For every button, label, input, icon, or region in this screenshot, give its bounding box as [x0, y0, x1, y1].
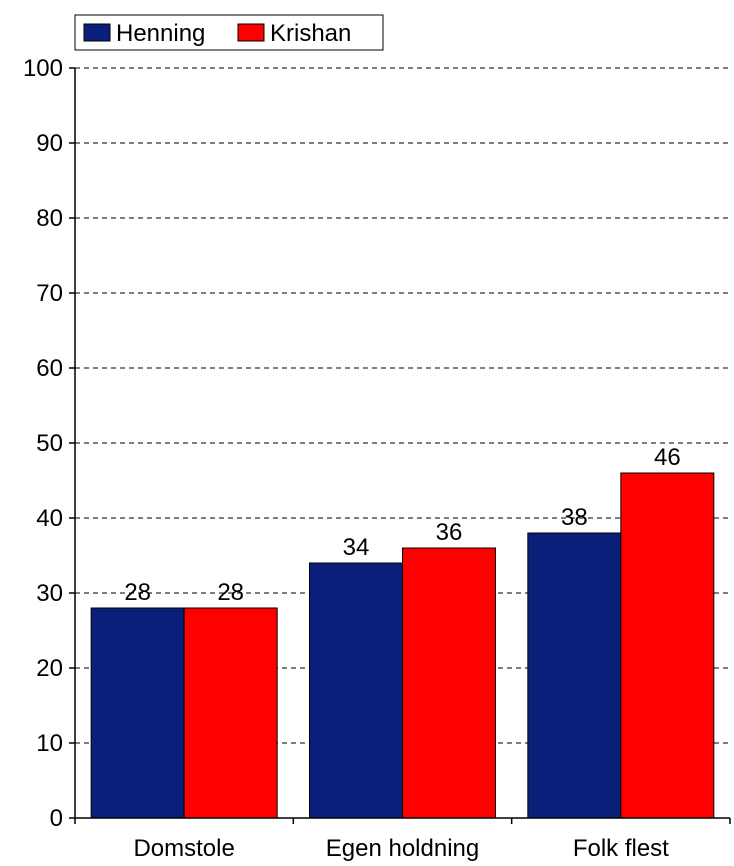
- y-tick-label-10: 10: [36, 730, 63, 757]
- x-category-labels: Domstole Egen holdning Folk flest: [133, 835, 669, 862]
- bar-henning-0: [90, 607, 185, 819]
- y-tick-labels: 0 10 20 30 40 50 60 70 80 90 100: [23, 55, 63, 832]
- x-category-label-2: Folk flest: [573, 835, 669, 862]
- y-tick-label-50: 50: [36, 430, 63, 457]
- bars: [90, 472, 715, 819]
- y-tick-label-40: 40: [36, 505, 63, 532]
- y-tick-label-90: 90: [36, 130, 63, 157]
- data-label-krishan-0: 28: [217, 579, 244, 606]
- x-category-label-1: Egen holdning: [326, 835, 479, 862]
- legend-entry-krishan: Krishan: [270, 20, 351, 47]
- data-label-henning-1: 34: [343, 534, 370, 561]
- y-tick-label-60: 60: [36, 355, 63, 382]
- x-category-label-0: Domstole: [133, 835, 234, 862]
- legend: Henning Krishan: [74, 14, 384, 51]
- legend-box: [74, 14, 384, 51]
- bar-krishan-1: [402, 547, 496, 819]
- legend-swatch-krishan: [237, 23, 265, 42]
- y-tick-label-100: 100: [23, 55, 63, 82]
- bar-krishan-0: [183, 607, 278, 819]
- data-labels: 28 28 34 36 38 46: [124, 444, 680, 606]
- y-tick-label-80: 80: [36, 205, 63, 232]
- axes: [69, 67, 731, 824]
- data-label-krishan-2: 46: [654, 444, 681, 471]
- legend-swatch-henning: [83, 23, 111, 42]
- y-tick-label-30: 30: [36, 580, 63, 607]
- bar-henning-1: [309, 562, 403, 819]
- data-label-henning-0: 28: [124, 579, 151, 606]
- legend-entry-henning: Henning: [116, 20, 205, 47]
- y-tick-label-70: 70: [36, 280, 63, 307]
- bar-krishan-2: [620, 472, 715, 819]
- data-label-henning-2: 38: [561, 504, 588, 531]
- data-label-krishan-1: 36: [436, 519, 463, 546]
- bar-henning-2: [527, 532, 622, 819]
- y-tick-label-0: 0: [50, 805, 63, 832]
- y-tick-label-20: 20: [36, 655, 63, 682]
